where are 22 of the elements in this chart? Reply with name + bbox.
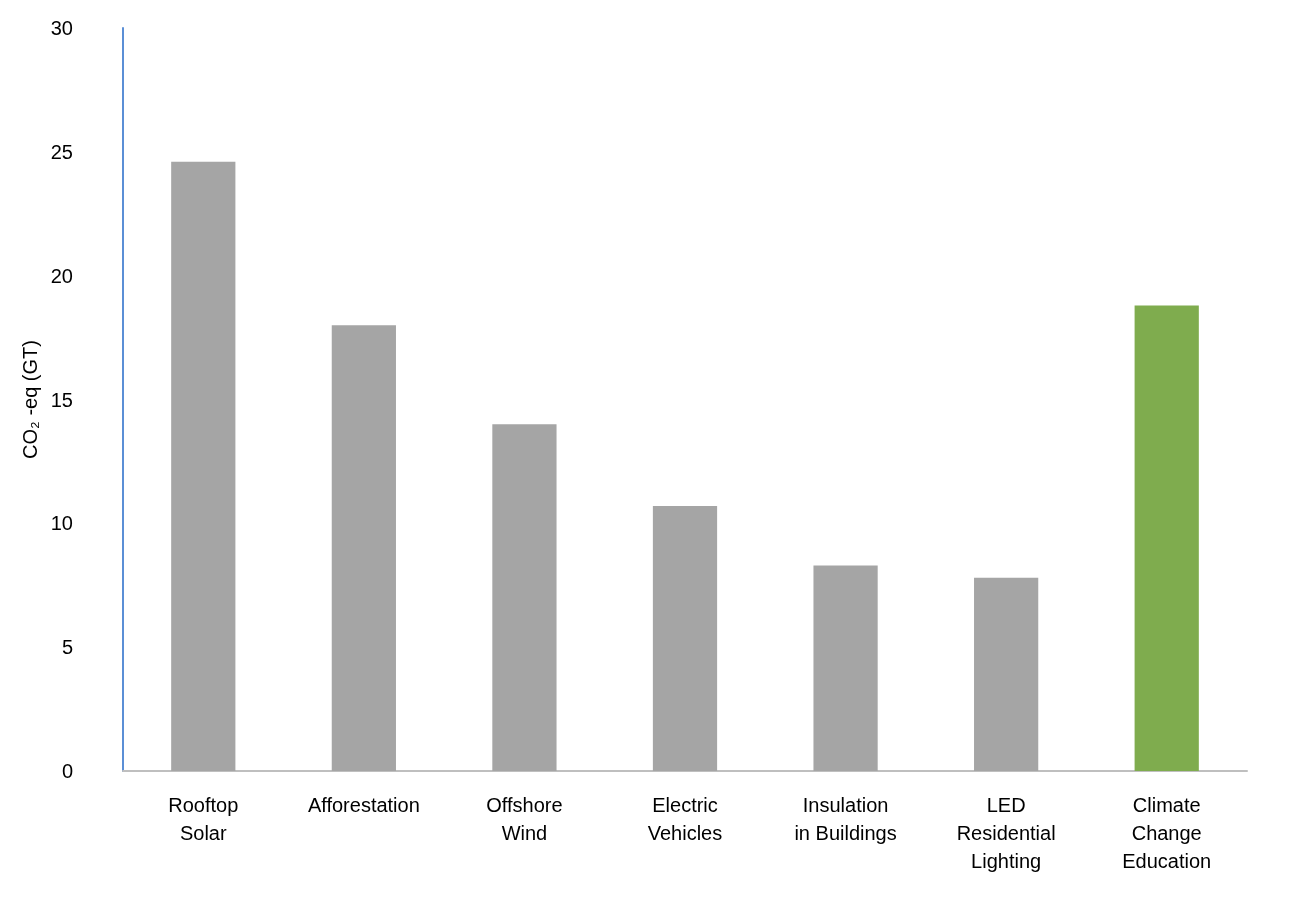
y-tick-label: 10 (50, 512, 73, 535)
x-tick-label: LED Residential Lighting (956, 794, 1056, 872)
y-tick-label: 5 (61, 636, 73, 659)
bar (1134, 305, 1199, 771)
bar (974, 577, 1039, 771)
bar (492, 424, 557, 771)
y-axis-title: CO₂ -eq (GT) (18, 340, 41, 459)
x-tick-label: Insulation in Buildings (794, 794, 897, 844)
y-tick-label: 25 (50, 140, 73, 163)
x-tick-label: Afforestation (307, 794, 420, 816)
bar (171, 161, 236, 771)
y-tick-label: 30 (50, 17, 73, 39)
bar (331, 325, 396, 771)
x-tick-label: Electric Vehicles (647, 794, 723, 844)
x-tick-label: Rooftop Solar (168, 794, 239, 844)
y-tick-label: 15 (50, 388, 73, 411)
y-tick-label: 20 (50, 264, 73, 287)
x-tick-label: Climate Change Education (1122, 794, 1212, 872)
bar (813, 565, 878, 771)
bar (652, 506, 718, 771)
x-tick-label: Offshore Wind (486, 794, 563, 844)
y-tick-label: 0 (61, 760, 73, 782)
